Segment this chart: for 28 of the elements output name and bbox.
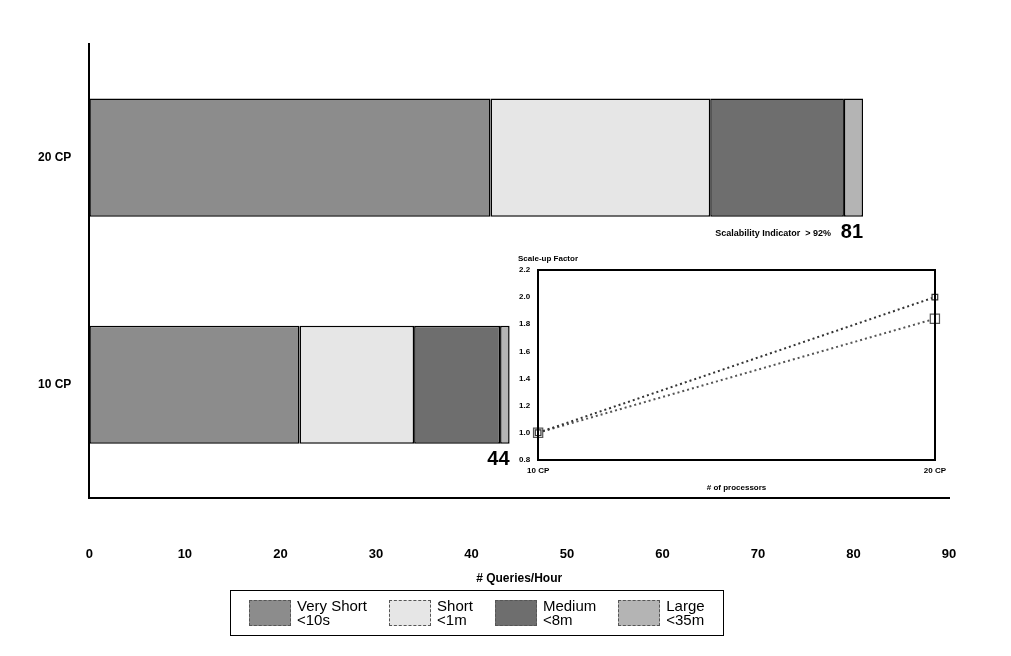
y-tick-label: 1.8: [519, 319, 531, 329]
y-tick-label: 0.8: [519, 455, 531, 464]
x-tick-label: 60: [655, 545, 670, 561]
legend-label: Medium <8m: [542, 597, 597, 628]
legend-label: Very Short <10s: [297, 597, 368, 628]
total-label: 81: [840, 220, 864, 243]
legend-label: Short <1m: [437, 597, 473, 628]
x-tick-label: 90: [941, 545, 957, 561]
total-label: 44: [487, 447, 511, 470]
y-tick-label: 2.0: [519, 292, 531, 302]
x-tick-label: 80: [846, 545, 861, 561]
x-tick-label: 40: [464, 545, 479, 561]
y-tick-label: 1.2: [519, 400, 531, 410]
y-axis-title: Scale-up Factor: [518, 254, 579, 264]
legend-label: Large <35m: [666, 597, 705, 628]
y-tick-label: 1.4: [519, 373, 531, 383]
x-axis-title: # Queries/Hour: [476, 570, 563, 585]
x-tick-label: 0: [85, 545, 93, 561]
x-axis-title: # of processors: [706, 483, 767, 493]
x-tick-label: 20: [273, 545, 288, 561]
y-tick-label: 2.2: [519, 265, 531, 275]
annotation: Scalability Indicator > 92%: [715, 227, 832, 238]
y-tick-label: 1.0: [519, 427, 531, 437]
x-tick-label: 10: [177, 545, 193, 561]
x-tick-label: 50: [559, 545, 575, 561]
y-tick-label: 1.6: [519, 346, 531, 356]
x-tick-label: 70: [750, 545, 766, 561]
x-tick-label: 30: [368, 545, 384, 561]
